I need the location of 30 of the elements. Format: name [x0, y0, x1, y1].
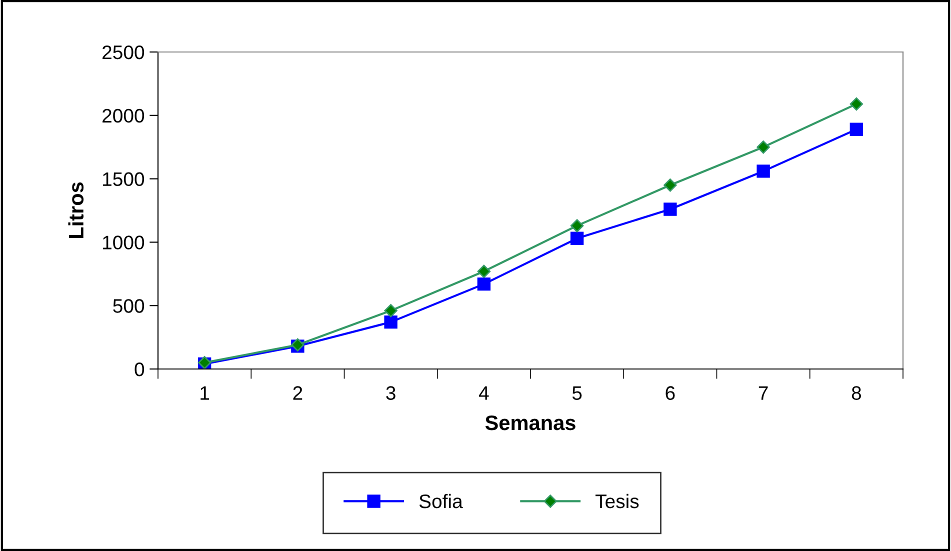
x-tick-label: 1: [200, 386, 210, 400]
legend-label: Sofia: [419, 494, 463, 508]
point: [664, 202, 677, 216]
x-tick-label: 2: [293, 386, 302, 400]
x-tick-label: 4: [478, 386, 489, 400]
point: [477, 277, 491, 291]
y-tick-label: 2000: [102, 108, 144, 123]
x-axis-title: Semanas: [485, 415, 576, 430]
legend-label: Tesis: [596, 494, 639, 508]
point: [477, 264, 491, 278]
y-tick-label: 500: [113, 299, 144, 313]
y-tick-label: 1000: [103, 236, 144, 250]
x-tick-label: 3: [386, 386, 396, 400]
y-tick-label: 0: [134, 362, 144, 376]
y-tick-label: 1500: [103, 172, 144, 186]
point: [664, 178, 677, 192]
x-tick-label: 8: [852, 386, 861, 400]
point: [570, 219, 584, 232]
y-axis-title: Litros: [68, 182, 84, 238]
x-tick-label: 5: [572, 386, 582, 400]
point: [384, 315, 398, 329]
point: [756, 164, 770, 178]
y-tick-label: 2500: [102, 45, 144, 60]
point: [756, 140, 770, 154]
point: [850, 122, 864, 136]
x-tick-label: 7: [758, 386, 768, 400]
x-tick-label: 6: [666, 386, 675, 400]
point: [384, 304, 398, 318]
point: [570, 232, 584, 245]
point: [850, 97, 864, 111]
